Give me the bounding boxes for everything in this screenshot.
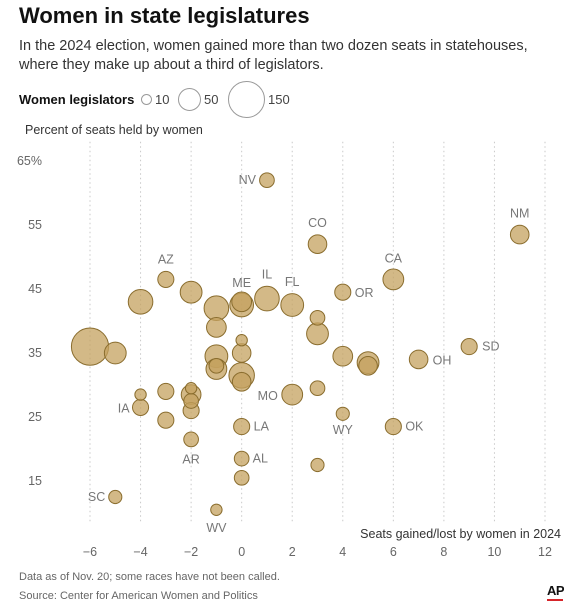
bubble-0: [259, 172, 275, 189]
bubble-43: [183, 431, 199, 448]
legend-title: Women legislators: [19, 92, 135, 107]
bubble-1: [509, 224, 530, 245]
bubble-47: [108, 489, 123, 505]
bubble-21: [332, 345, 354, 367]
bubble-label-ia: IA: [118, 401, 130, 415]
footnote: Data as of Nov. 20; some races have not …: [19, 571, 280, 583]
bubble-label-me: ME: [232, 276, 251, 290]
bubble-36: [134, 388, 147, 401]
x-tick-label-8: 10: [487, 545, 501, 559]
bubble-31: [309, 380, 326, 397]
x-tick-label-6: 6: [390, 545, 397, 559]
bubble-2: [307, 234, 328, 254]
bubble-label-wv: WV: [206, 521, 227, 535]
bubble-label-wy: WY: [333, 423, 354, 437]
bubble-29: [231, 372, 252, 392]
source-note: Source: Center for American Women and Po…: [19, 590, 258, 602]
legend-circle-50: [178, 88, 201, 111]
bubble-16: [235, 334, 248, 347]
bubble-41: [233, 418, 251, 436]
x-tick-label-7: 8: [440, 545, 447, 559]
bubble-19: [231, 343, 252, 363]
bubble-40: [335, 406, 350, 421]
y-tick-label-0: 15: [28, 474, 42, 488]
bubble-18: [103, 341, 127, 365]
bubble-label-fl: FL: [285, 275, 300, 289]
bubble-label-oh: OH: [433, 353, 452, 367]
y-tick-label-5: 65%: [17, 154, 42, 168]
bubble-label-co: CO: [308, 216, 327, 230]
y-tick-label-3: 45: [28, 282, 42, 296]
bubble-39: [157, 411, 175, 429]
bubble-15: [306, 322, 329, 346]
legend-value-50: 50: [204, 92, 219, 107]
ap-logo: AP: [547, 583, 564, 598]
x-tick-label-4: 2: [289, 545, 296, 559]
bubble-6: [179, 280, 203, 304]
bubble-7: [127, 289, 154, 315]
bubble-label-sc: SC: [88, 490, 105, 504]
bubble-13: [309, 309, 326, 326]
bubble-label-sd: SD: [482, 340, 499, 354]
bubble-32: [184, 382, 198, 395]
ap-logo-underline: [547, 599, 563, 601]
bubble-14: [206, 317, 227, 338]
bubble-label-az: AZ: [158, 252, 174, 266]
bubble-48: [210, 503, 223, 516]
bubble-30: [281, 383, 304, 406]
legend-circle-150: [228, 81, 265, 118]
bubble-label-ok: OK: [405, 420, 424, 434]
bubble-label-or: OR: [355, 286, 374, 300]
y-tick-label-1: 25: [28, 410, 42, 424]
bubble-37: [132, 398, 150, 416]
bubble-4: [382, 268, 405, 291]
legend-value-10: 10: [155, 92, 170, 107]
y-axis-title: Percent of seats held by women: [25, 123, 203, 137]
bubble-10: [231, 291, 253, 313]
bubble-17: [70, 327, 110, 366]
legend-value-150: 150: [268, 92, 290, 107]
bubble-label-al: AL: [253, 452, 268, 466]
size-legend: Women legislators 10 50 150: [19, 80, 379, 120]
legend-circle-10: [141, 94, 152, 105]
bubble-5: [334, 283, 352, 301]
bubble-label-il: IL: [262, 268, 272, 282]
bubble-42: [384, 418, 402, 436]
chart-subtitle: In the 2024 election, women gained more …: [19, 38, 528, 73]
chart-title: Women in state legislatures: [19, 3, 310, 28]
x-tick-label-1: −4: [133, 545, 147, 559]
y-tick-label-4: 55: [28, 218, 42, 232]
bubble-label-ca: CA: [385, 251, 403, 265]
bubble-45: [310, 457, 325, 473]
y-tick-label-2: 35: [28, 346, 42, 360]
x-tick-label-5: 4: [339, 545, 346, 559]
x-tick-label-3: 0: [238, 545, 245, 559]
x-axis-title-backdrop: [370, 524, 562, 542]
bubble-11: [254, 285, 280, 312]
bubble-24: [408, 349, 429, 370]
bubble-35: [183, 393, 199, 409]
bubble-33: [157, 382, 175, 400]
x-axis-title: Seats gained/lost by women in 2024: [360, 527, 561, 541]
bubble-12: [280, 293, 305, 317]
bubble-label-ar: AR: [182, 452, 199, 466]
bubble-25: [460, 338, 478, 356]
x-tick-label-0: −6: [83, 545, 97, 559]
x-tick-label-9: 12: [538, 545, 552, 559]
bubble-44: [233, 450, 250, 467]
bubble-23: [358, 356, 378, 376]
bubble-8: [203, 295, 230, 321]
bubble-label-la: LA: [254, 420, 270, 434]
bubble-27: [208, 357, 225, 374]
scatter-chart: 15 25 35 45 55 65% −6 −4 −2 0 2 4 6 8 10 12 Percent of s…: [17, 123, 562, 559]
bubble-46: [233, 469, 250, 486]
bubble-label-nm: NM: [510, 207, 529, 221]
bubble-label-nv: NV: [239, 173, 257, 187]
bubble-3: [157, 270, 175, 288]
x-tick-label-2: −2: [184, 545, 198, 559]
bubble-label-mo: MO: [258, 389, 278, 403]
